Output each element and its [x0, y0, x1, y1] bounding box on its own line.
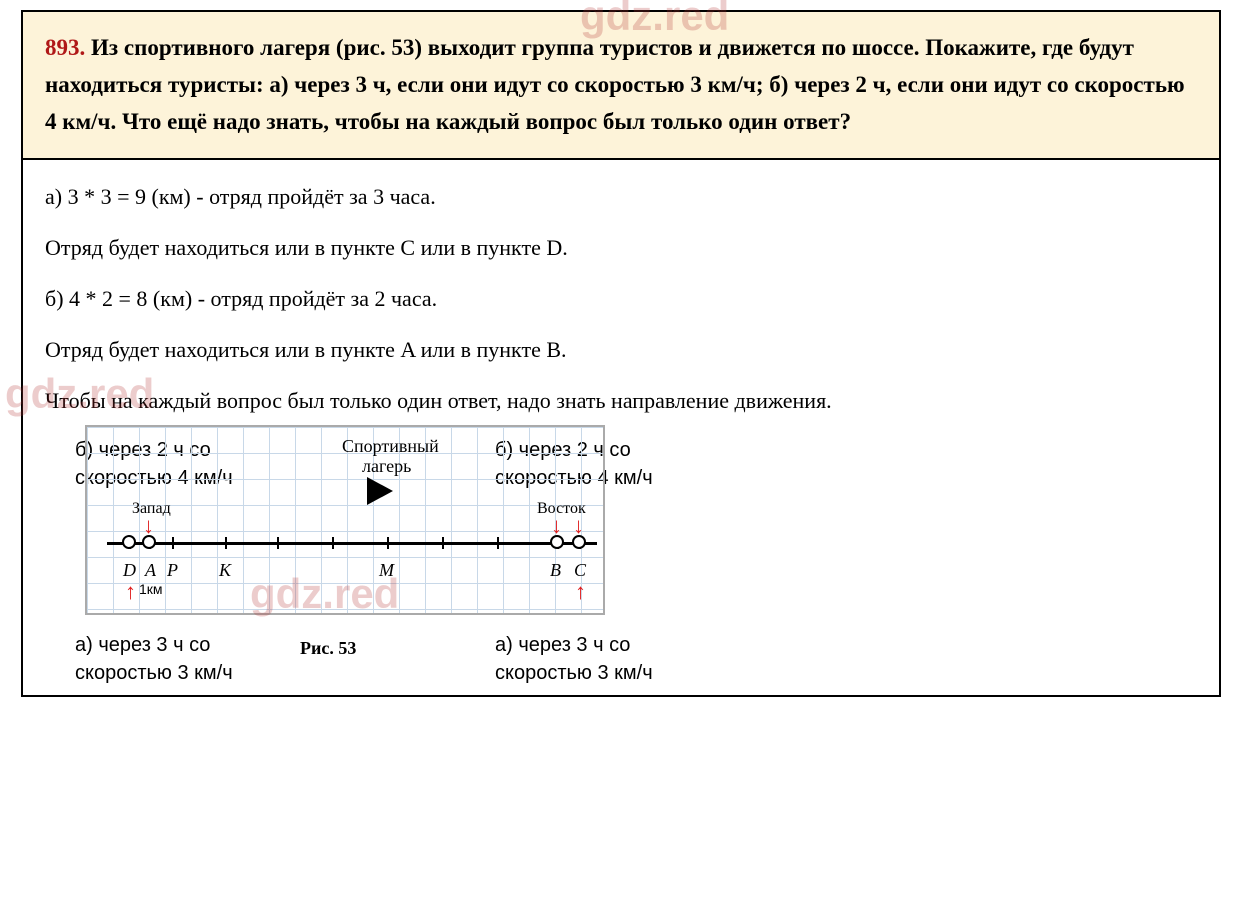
tick	[387, 537, 389, 549]
solution-line-a2: Отряд будет находиться или в пункте C ил…	[45, 231, 1197, 264]
figure-caption: Рис. 53	[300, 635, 356, 662]
annot-a-right-1: а) через 3 ч со	[495, 630, 630, 660]
problem-container: 893. Из спортивного лагеря (рис. 53) вых…	[21, 10, 1221, 697]
arrow-down-icon: ↓	[573, 509, 584, 542]
tick	[442, 537, 444, 549]
solution-line-b: б) 4 * 2 = 8 (км) - отряд пройдёт за 2 ч…	[45, 282, 1197, 315]
tick	[172, 537, 174, 549]
problem-text: Из спортивного лагеря (рис. 53) выходит …	[45, 35, 1185, 134]
tick	[225, 537, 227, 549]
label-p: P	[167, 557, 178, 584]
solution-line-a: а) 3 * 3 = 9 (км) - отряд пройдёт за 3 ч…	[45, 180, 1197, 213]
arrow-up-icon: ↑	[575, 575, 586, 608]
annot-a-right-2: скоростью 3 км/ч	[495, 658, 653, 688]
label-k: K	[219, 557, 231, 584]
axis-line	[107, 542, 597, 545]
problem-statement: 893. Из спортивного лагеря (рис. 53) вых…	[23, 12, 1219, 160]
arrow-down-icon: ↓	[551, 509, 562, 542]
km-label: 1км	[139, 579, 163, 600]
tick	[332, 537, 334, 549]
tick	[277, 537, 279, 549]
arrow-up-icon: ↑	[125, 575, 136, 608]
point-d	[122, 535, 136, 549]
annot-a-left-1: а) через 3 ч со	[75, 630, 210, 660]
annot-a-left-2: скоростью 3 км/ч	[75, 658, 233, 688]
tick	[497, 537, 499, 549]
figure-wrap: б) через 2 ч со скоростью 4 км/ч б) чере…	[45, 435, 1197, 675]
camp-label-2: лагерь	[362, 453, 411, 480]
label-b: B	[550, 557, 561, 584]
solution-line-b2: Отряд будет находиться или в пункте A ил…	[45, 333, 1197, 366]
problem-number: 893.	[45, 35, 85, 60]
figure-grid: Спортивный лагерь Запад Восток	[85, 425, 605, 615]
arrow-down-icon: ↓	[143, 509, 154, 542]
solution-body: а) 3 * 3 = 9 (км) - отряд пройдёт за 3 ч…	[23, 160, 1219, 695]
label-m: M	[379, 557, 394, 584]
solution-line-c: Чтобы на каждый вопрос был только один о…	[45, 384, 1197, 417]
direction-marker-icon	[367, 477, 393, 505]
